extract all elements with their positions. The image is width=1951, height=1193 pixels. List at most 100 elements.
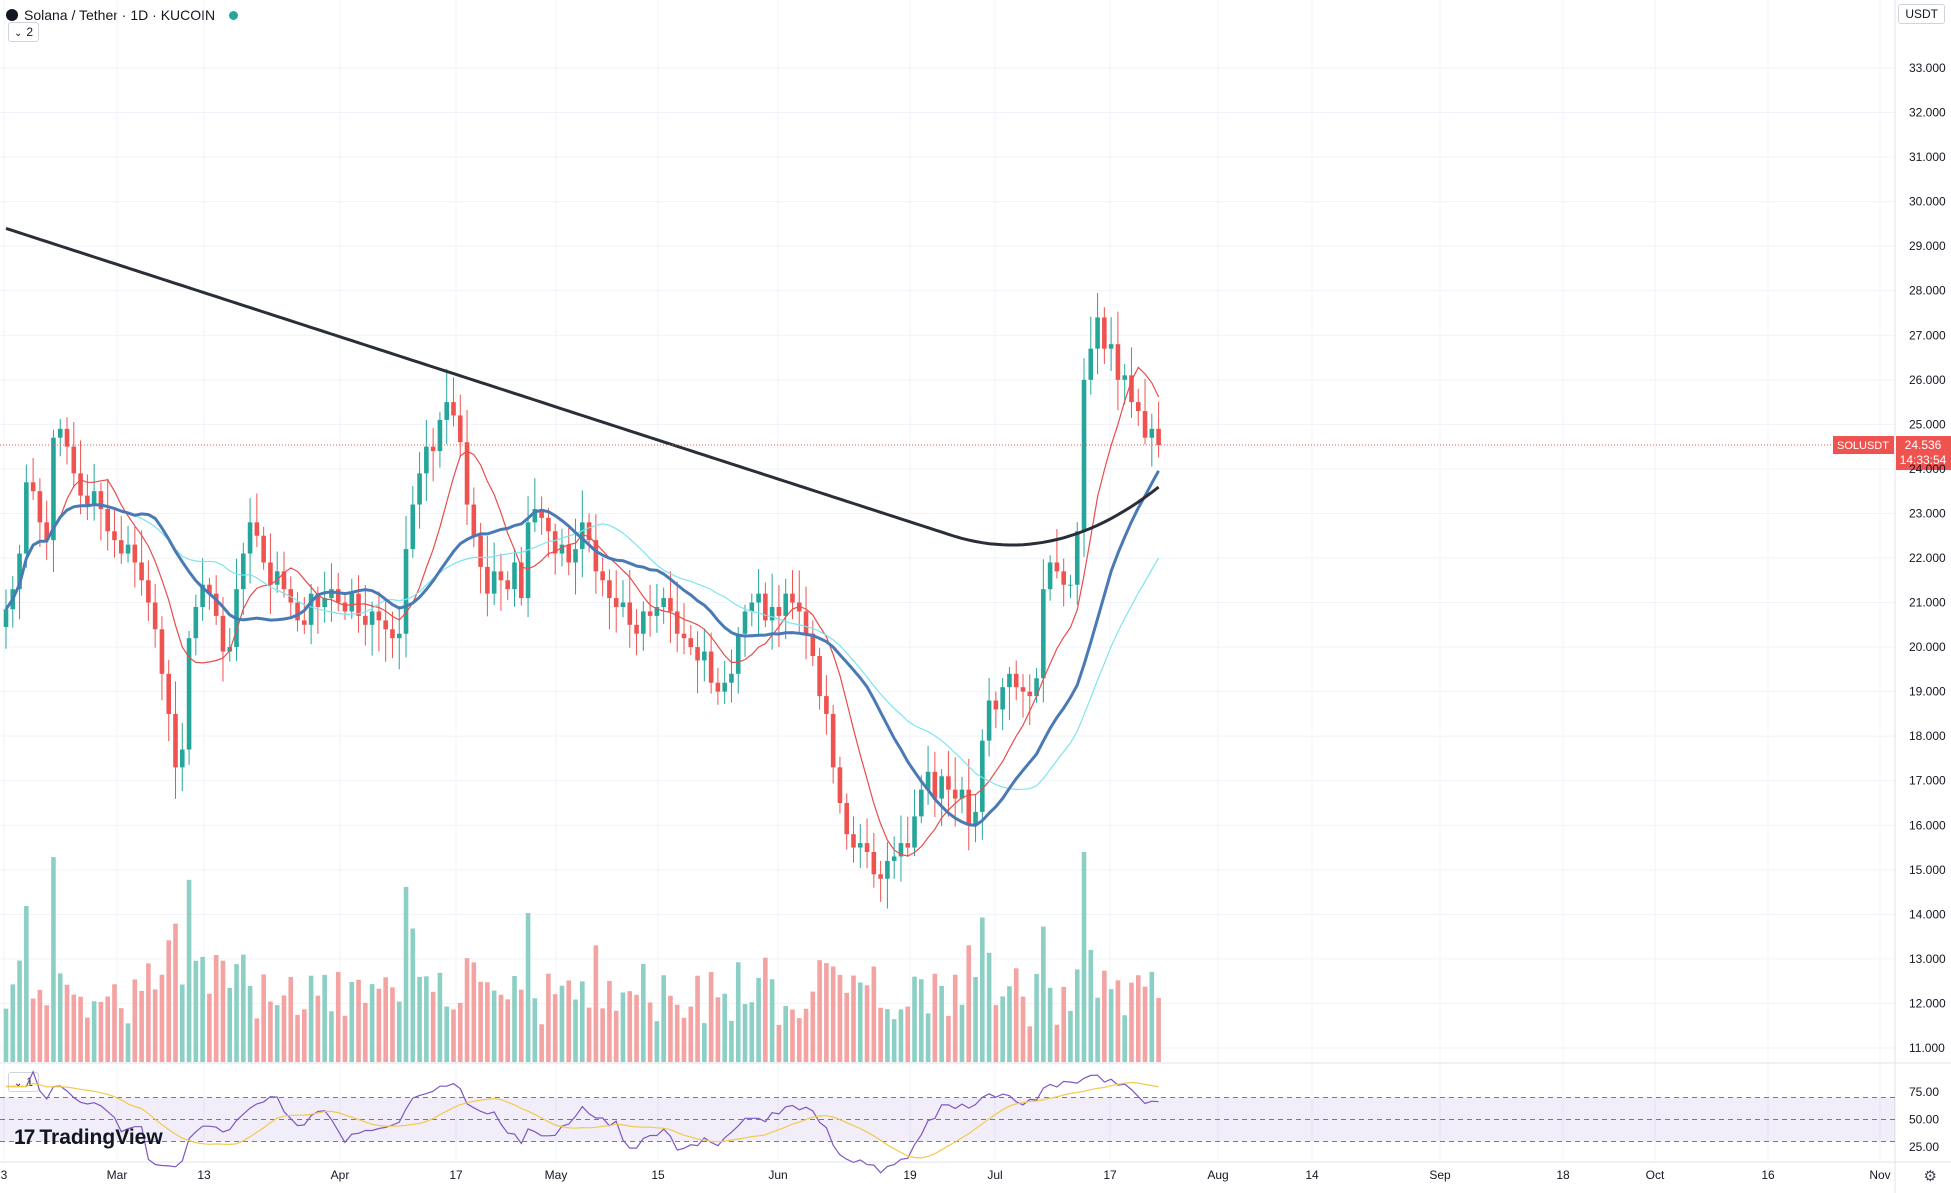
price-tick-label: 21.000 [1909, 596, 1946, 610]
volume-bar [647, 1002, 653, 1062]
volume-bar [37, 989, 43, 1062]
candle-body [722, 682, 727, 692]
volume-bar [44, 1005, 49, 1062]
candle-body [1135, 402, 1141, 411]
volume-bar [1061, 986, 1066, 1062]
candle-body [674, 611, 680, 634]
candle-body [729, 673, 734, 683]
candle-body [1068, 584, 1073, 586]
candle-body [403, 549, 409, 634]
candle-body [688, 638, 694, 648]
candle-body [627, 602, 633, 625]
rsi-count: 1 [26, 1075, 34, 1089]
candle-body [803, 611, 809, 634]
candle-body [261, 535, 266, 563]
volume-bar [491, 990, 497, 1062]
volume-bar [817, 960, 822, 1062]
volume-bar [302, 1009, 307, 1062]
volume-bar [532, 998, 538, 1062]
candle-body [139, 562, 144, 581]
candle-body [51, 437, 56, 541]
gear-icon[interactable]: ⚙ [1923, 1168, 1937, 1185]
volume-bar [1135, 975, 1141, 1062]
volume-bar [566, 980, 572, 1062]
volume-bar [125, 1023, 131, 1062]
volume-bar [946, 1015, 951, 1062]
volume-bar [919, 979, 924, 1062]
candle-body [898, 843, 904, 857]
candle-body [620, 602, 626, 607]
candle-body [1156, 428, 1161, 446]
volume-bar [390, 987, 395, 1062]
price-tick-label: 16.000 [1909, 818, 1946, 832]
candle-body [369, 611, 375, 625]
volume-bar [1088, 949, 1094, 1062]
candle-body [57, 428, 63, 438]
candle-body [437, 419, 443, 452]
candle-body [966, 789, 972, 826]
candle-body [207, 584, 212, 594]
volume-bar [241, 954, 246, 1062]
volume-bar [396, 1001, 402, 1062]
currency-selector[interactable]: USDT [1898, 4, 1945, 24]
volume-bar [166, 940, 172, 1062]
volume-bar [1108, 989, 1114, 1062]
volume-bar [464, 958, 470, 1062]
volume-bar [1074, 969, 1080, 1062]
volume-bar [173, 923, 178, 1062]
volume-bar [403, 886, 409, 1062]
volume-bar [864, 985, 870, 1062]
volume-bar [512, 975, 517, 1062]
candle-body [118, 540, 124, 554]
time-tick-label: Aug [1207, 1168, 1228, 1182]
candle-body [44, 522, 49, 541]
symbol-title[interactable]: Solana / Tether · 1D · KUCOIN [24, 7, 216, 23]
volume-bar [830, 966, 836, 1062]
symbol-header[interactable]: Solana / Tether · 1D · KUCOIN [6, 4, 239, 26]
candle-body [580, 522, 585, 550]
candle-body [200, 584, 205, 607]
volume-bar [71, 994, 77, 1062]
price-tick-label: 11.000 [1909, 1041, 1945, 1055]
volume-bar [1027, 1026, 1033, 1062]
candle-body [1088, 348, 1094, 380]
candle-body [695, 647, 700, 661]
volume-bar [803, 1008, 809, 1062]
last-price-value: 24.536 [1905, 438, 1942, 452]
candle-body [993, 700, 999, 710]
candle-body [349, 593, 355, 612]
candle-body [980, 740, 985, 812]
candle-body [559, 544, 565, 554]
volume-bar [329, 1011, 334, 1062]
time-tick-label: 14 [1305, 1168, 1319, 1182]
time-tick-label: Mar [107, 1168, 128, 1182]
price-tick-label: 17.000 [1909, 774, 1946, 788]
volume-bar [607, 980, 612, 1062]
volume-bar [274, 1005, 280, 1062]
candle-body [112, 531, 117, 541]
volume-bar [613, 1010, 619, 1062]
candle-body [1074, 531, 1080, 585]
symbol-label: SOLUSDT [1837, 440, 1889, 452]
candle-body [1149, 428, 1155, 438]
price-tick-label: 30.000 [1909, 195, 1946, 209]
time-tick-label: Jul [987, 1168, 1002, 1182]
candle-body [735, 633, 741, 674]
indicators-toggle[interactable]: ⌄ 2 [8, 22, 40, 42]
candle-body [708, 651, 714, 683]
volume-bar [247, 985, 253, 1062]
candle-body [396, 633, 402, 639]
volume-bar [715, 997, 721, 1062]
volume-bar [891, 1019, 897, 1062]
volume-bar [213, 955, 219, 1062]
candle-body [776, 607, 782, 616]
candle-body [593, 540, 599, 572]
candle-body [335, 589, 341, 603]
candle-body [925, 771, 931, 790]
volume-bar [790, 1009, 795, 1062]
rsi-tick-label: 50.00 [1909, 1113, 1939, 1127]
volume-bar [1095, 997, 1100, 1062]
volume-bar [51, 857, 56, 1062]
candle-body [498, 571, 504, 581]
